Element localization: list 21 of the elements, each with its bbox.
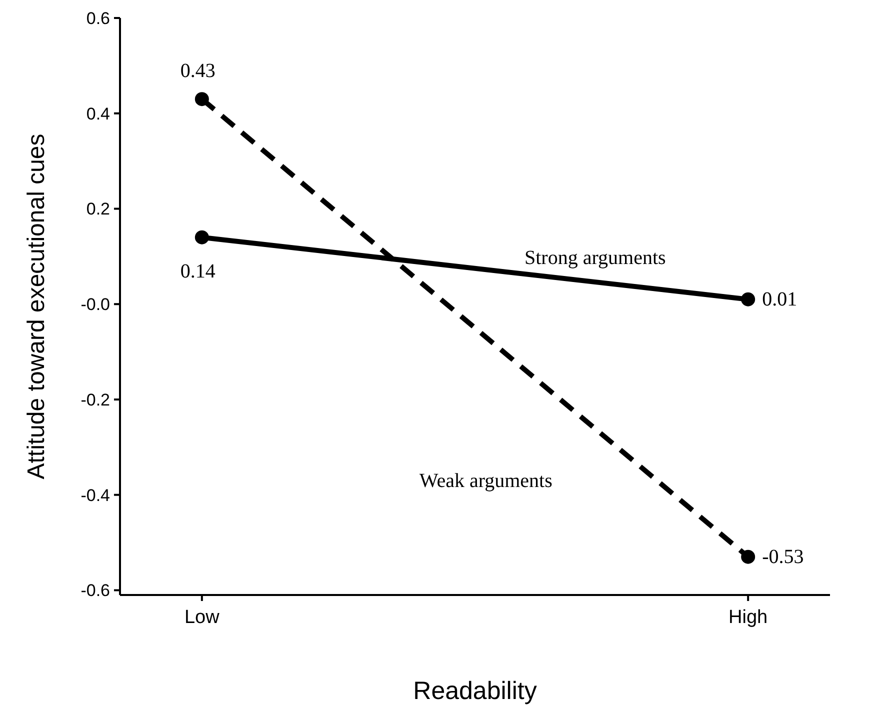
y-tick-label: -0.2: [80, 390, 110, 410]
y-tick-label: -0.0: [80, 295, 110, 314]
y-tick-label: 0.2: [86, 200, 110, 219]
x-tick-label: Low: [184, 607, 220, 628]
y-tick-label: -0.4: [80, 486, 110, 505]
point: [194, 230, 209, 244]
point: [741, 292, 756, 306]
x-axis-title: Readability: [413, 677, 538, 705]
data-label: 0.14: [180, 260, 216, 282]
data-label: 0.43: [180, 60, 216, 82]
text: Weak arguments: [419, 470, 553, 492]
series-label: Strong arguments: [524, 246, 666, 269]
y-tick-label: -0.6: [80, 581, 110, 600]
data-label: 0.01: [762, 288, 798, 310]
point: [741, 550, 756, 564]
x-tick-label: High: [728, 607, 768, 628]
y-tick-label: 0.4: [86, 104, 110, 124]
data-label: -0.53: [762, 546, 804, 568]
y-axis-title: Attitude toward executional cues: [23, 134, 50, 480]
y-tick-label: 0.6: [86, 9, 110, 28]
point: [194, 92, 209, 106]
